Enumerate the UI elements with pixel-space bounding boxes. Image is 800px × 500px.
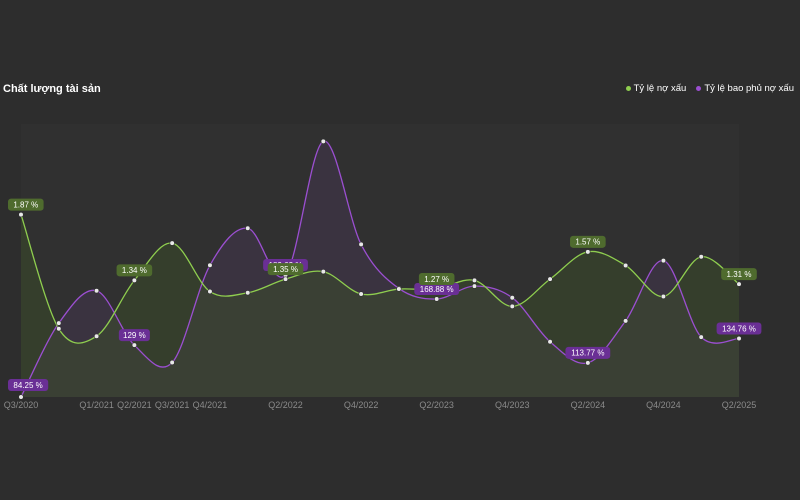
x-tick-Q2-2022: Q2/2022: [268, 400, 303, 410]
point-npl-ratio-0[interactable]: [18, 211, 24, 218]
x-tick-Q4-2023: Q4/2023: [495, 400, 530, 410]
data-label-coverage-ratio-0: 84.25 %: [8, 379, 49, 391]
point-npl-ratio-9[interactable]: [358, 291, 364, 297]
x-tick-Q2-2024: Q2/2024: [571, 400, 606, 410]
x-tick-Q4-2024: Q4/2024: [646, 400, 681, 410]
point-coverage-ratio-6[interactable]: [245, 225, 251, 231]
data-label-text-npl-ratio-3: 1.34 %: [122, 266, 147, 275]
x-tick-Q2-2023: Q2/2023: [419, 400, 454, 410]
data-label-text-npl-ratio-0: 1.87 %: [13, 200, 38, 209]
data-label-bg-npl-ratio-11: [418, 273, 455, 286]
legend-item-npl-ratio[interactable]: Tỷ lệ nợ xấu: [625, 83, 687, 94]
point-coverage-ratio-19[interactable]: [736, 335, 742, 342]
data-label-coverage-ratio-19: 134.76 %: [716, 322, 762, 335]
legend-dot-coverage-ratio: [696, 86, 702, 91]
data-label-bg-npl-ratio-19: [721, 268, 757, 281]
x-tick-Q2-2025: Q2/2025: [722, 400, 757, 410]
data-label-bg-npl-ratio-15: [570, 235, 606, 248]
point-npl-ratio-2[interactable]: [93, 333, 100, 339]
point-coverage-ratio-14[interactable]: [547, 339, 553, 345]
data-label-coverage-ratio-11: 168.88 %: [414, 282, 460, 295]
data-label-text-npl-ratio-11: 1.27 %: [424, 275, 449, 284]
area-npl-ratio: [21, 214, 739, 397]
data-label-bg-coverage-ratio-11: [414, 282, 460, 295]
data-label-bg-npl-ratio-7: [267, 263, 304, 276]
legend-dot-npl-ratio: [625, 86, 631, 91]
point-npl-ratio-3[interactable]: [131, 277, 137, 283]
point-npl-ratio-12[interactable]: [471, 277, 478, 283]
data-label-bg-coverage-ratio-3: [118, 329, 150, 342]
data-label-npl-ratio-19: 1.31 %: [721, 268, 757, 281]
point-coverage-ratio-17[interactable]: [660, 258, 667, 264]
point-coverage-ratio-0[interactable]: [18, 394, 24, 400]
data-label-bg-coverage-ratio-19: [716, 322, 762, 335]
line-npl-ratio: [20, 214, 740, 344]
point-npl-ratio-10[interactable]: [396, 286, 402, 292]
point-npl-ratio-6[interactable]: [245, 290, 251, 296]
point-npl-ratio-19[interactable]: [736, 281, 742, 287]
data-label-text-npl-ratio-19: 1.31 %: [727, 270, 752, 279]
point-coverage-ratio-4[interactable]: [169, 359, 175, 366]
x-tick-Q4-2022: Q4/2022: [344, 400, 379, 410]
point-npl-ratio-14[interactable]: [547, 276, 553, 282]
data-label-coverage-ratio-15: 113.77 %: [565, 346, 611, 359]
data-label-text-coverage-ratio-19: 134.76 %: [722, 324, 756, 333]
legend-label-npl-ratio: Tỷ lệ nợ xấu: [633, 83, 687, 94]
data-label-npl-ratio-11: 1.27 %: [418, 273, 455, 286]
point-coverage-ratio-9[interactable]: [358, 241, 364, 248]
point-npl-ratio-13[interactable]: [509, 303, 515, 310]
point-coverage-ratio-13[interactable]: [509, 295, 515, 301]
legend-label-coverage-ratio: Tỷ lệ bao phủ nợ xấu: [704, 83, 794, 94]
x-tick-Q1-2021: Q1/2021: [79, 400, 114, 410]
point-npl-ratio-18[interactable]: [698, 254, 704, 260]
point-npl-ratio-1[interactable]: [56, 326, 62, 332]
point-coverage-ratio-11[interactable]: [434, 296, 440, 302]
data-label-npl-ratio-0: 1.87 %: [8, 198, 44, 211]
point-coverage-ratio-8[interactable]: [320, 138, 326, 144]
x-tick-Q2-2021: Q2/2021: [117, 400, 152, 410]
data-label-npl-ratio-15: 1.57 %: [570, 235, 606, 248]
data-label-coverage-ratio-3: 129 %: [118, 329, 150, 342]
point-coverage-ratio-5[interactable]: [207, 262, 213, 268]
x-tick-Q3-2021: Q3/2021: [155, 400, 190, 410]
data-label-text-coverage-ratio-0: 84.25 %: [13, 381, 42, 390]
data-label-text-coverage-ratio-11: 168.88 %: [420, 285, 454, 294]
data-label-npl-ratio-7: 1.35 %: [267, 263, 304, 276]
legend-item-coverage-ratio[interactable]: Tỷ lệ bao phủ nợ xấu: [696, 83, 794, 94]
data-label-text-coverage-ratio-3: 129 %: [123, 331, 146, 340]
point-coverage-ratio-1[interactable]: [56, 320, 62, 326]
point-coverage-ratio-3[interactable]: [131, 342, 137, 348]
point-coverage-ratio-16[interactable]: [623, 318, 629, 324]
legend: Tỷ lệ nợ xấu Tỷ lệ bao phủ nợ xấu: [625, 83, 794, 94]
data-label-bg-npl-ratio-3: [116, 264, 153, 277]
data-label-text-npl-ratio-15: 1.57 %: [575, 238, 600, 247]
point-npl-ratio-5[interactable]: [207, 288, 213, 295]
point-npl-ratio-17[interactable]: [660, 293, 667, 300]
data-label-bg-npl-ratio-0: [8, 198, 44, 211]
chart-title: Chất lượng tài sản: [3, 83, 101, 95]
data-label-text-npl-ratio-7: 1.35 %: [273, 265, 298, 274]
point-coverage-ratio-18[interactable]: [698, 334, 704, 340]
point-coverage-ratio-15[interactable]: [585, 360, 591, 366]
x-tick-Q4-2021: Q4/2021: [193, 400, 228, 410]
point-npl-ratio-4[interactable]: [169, 240, 175, 246]
point-npl-ratio-8[interactable]: [320, 269, 326, 275]
point-coverage-ratio-12[interactable]: [471, 283, 478, 289]
x-tick-Q3-2020: Q3/2020: [4, 400, 39, 410]
data-label-text-coverage-ratio-15: 113.77 %: [571, 349, 604, 358]
data-label-npl-ratio-3: 1.34 %: [116, 264, 153, 277]
data-label-bg-coverage-ratio-0: [8, 379, 49, 391]
point-coverage-ratio-2[interactable]: [93, 288, 100, 294]
point-npl-ratio-16[interactable]: [623, 262, 629, 269]
point-npl-ratio-7[interactable]: [282, 276, 289, 282]
data-label-bg-coverage-ratio-15: [565, 346, 611, 359]
point-npl-ratio-15[interactable]: [585, 249, 591, 255]
